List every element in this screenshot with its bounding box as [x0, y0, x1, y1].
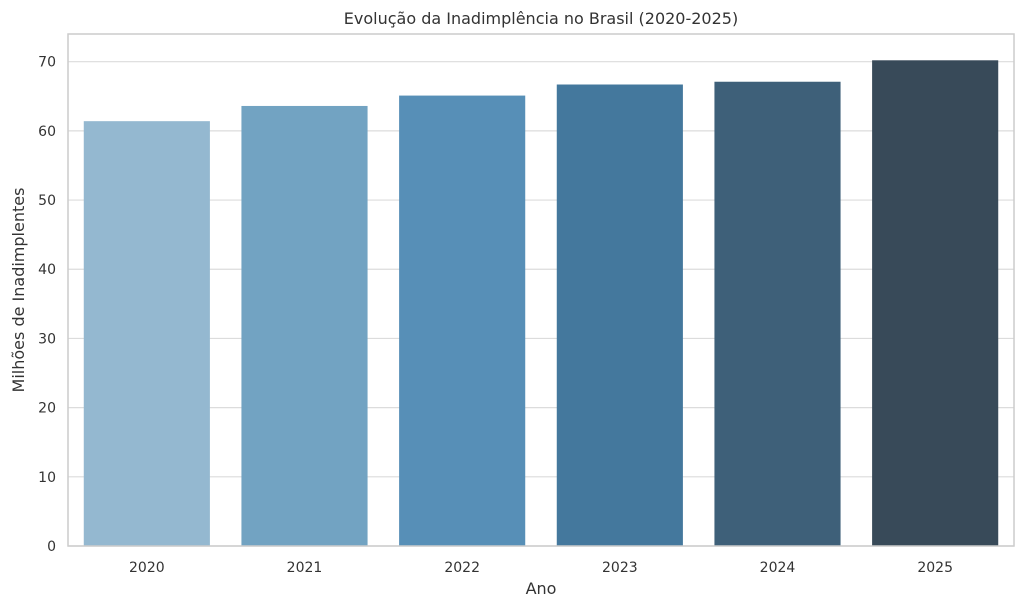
- y-tick-label: 30: [38, 331, 56, 347]
- y-tick-label: 50: [38, 193, 56, 209]
- y-tick-label: 70: [38, 55, 56, 71]
- x-tick-label: 2024: [760, 560, 796, 576]
- y-axis-label: Milhões de Inadimplentes: [9, 188, 28, 393]
- bar-2022: [399, 95, 526, 547]
- chart-title: Evolução da Inadimplência no Brasil (202…: [344, 9, 738, 28]
- bar-2021: [241, 105, 368, 546]
- y-tick-label: 0: [47, 539, 56, 555]
- x-tick-label: 2020: [129, 560, 165, 576]
- y-tick-label: 60: [38, 124, 56, 140]
- grid-layer: [68, 61, 1014, 547]
- x-axis-label: Ano: [526, 579, 557, 598]
- x-tick-label: 2025: [917, 560, 953, 576]
- bar-2020: [83, 121, 210, 546]
- y-tick-label: 10: [38, 470, 56, 486]
- bars-layer: [83, 60, 999, 547]
- plot-frame: [67, 33, 1015, 547]
- x-tick-label: 2023: [602, 560, 638, 576]
- x-tick-label: 2021: [287, 560, 323, 576]
- y-tick-label: 40: [38, 262, 56, 278]
- bar-2024: [714, 81, 841, 546]
- bar-2023: [556, 84, 683, 546]
- x-tick-labels: 2020 2021 2022 2023 2024 2025: [129, 560, 953, 576]
- y-tick-labels: 0 10 20 30 40 50 60 70: [38, 55, 56, 555]
- x-tick-label: 2022: [444, 560, 480, 576]
- bar-2025: [872, 60, 999, 546]
- y-tick-label: 20: [38, 401, 56, 417]
